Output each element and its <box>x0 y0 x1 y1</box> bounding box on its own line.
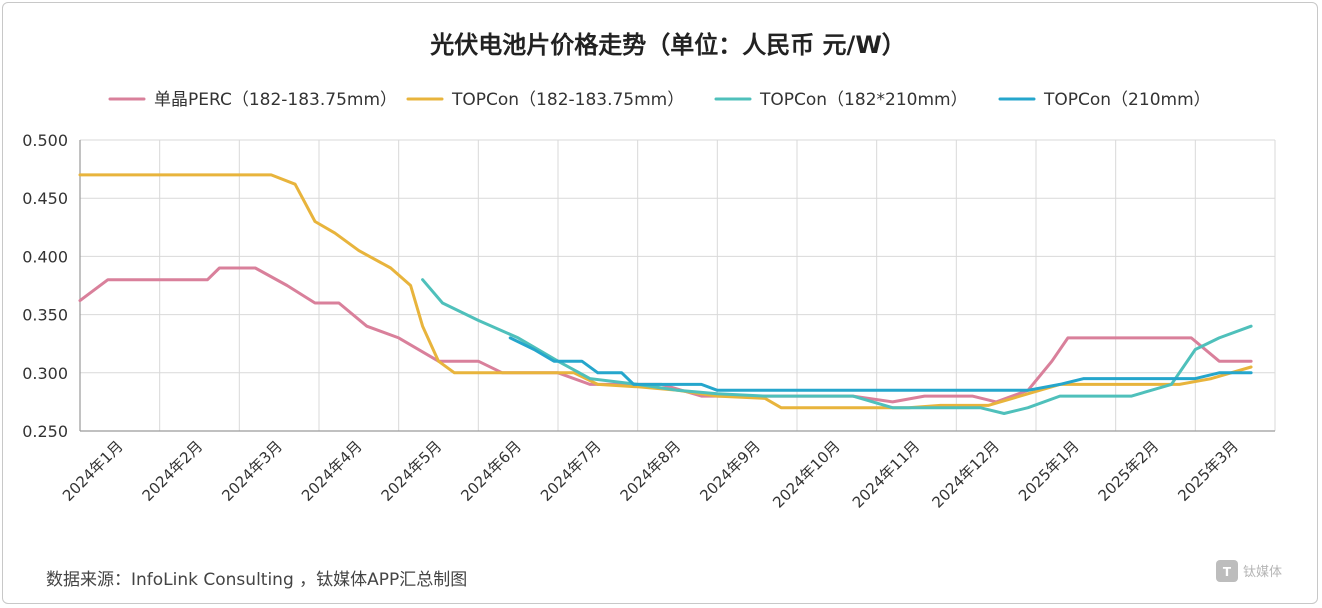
x-tick-label: 2024年12月 <box>929 437 1003 511</box>
x-tick-label: 2024年1月 <box>59 437 127 505</box>
chart-title: 光伏电池片价格走势（单位：人民币 元/W） <box>429 31 906 59</box>
y-axis: 0.500 0.450 0.400 0.350 0.300 0.250 <box>22 131 81 441</box>
legend: 单晶PERC（182-183.75mm） TOPCon（182-183.75mm）… <box>108 90 1211 110</box>
y-tick-label: 0.500 <box>22 131 68 150</box>
y-tick-label: 0.450 <box>22 189 68 208</box>
y-tick-label: 0.400 <box>22 247 68 266</box>
legend-label: TOPCon（182*210mm） <box>759 90 968 110</box>
grid-lines <box>80 139 1276 432</box>
svg-text:T: T <box>1223 565 1232 579</box>
legend-label: TOPCon（182-183.75mm） <box>451 90 684 110</box>
x-tick-label: 2024年4月 <box>298 437 366 505</box>
series-line-3 <box>421 278 1253 415</box>
series-line-2 <box>78 173 1253 410</box>
y-tick-label: 0.350 <box>22 306 68 325</box>
x-tick-label: 2025年2月 <box>1095 437 1163 505</box>
x-tick-label: 2024年9月 <box>696 437 764 505</box>
watermark-logo: T 钛媒体 <box>1216 560 1282 582</box>
x-tick-label: 2024年3月 <box>218 437 286 505</box>
x-tick-label: 2025年1月 <box>1015 437 1083 505</box>
legend-label: 单晶PERC（182-183.75mm） <box>154 90 397 110</box>
x-axis: 2024年1月 2024年2月 2024年3月 2024年4月 2024年5月 2024年… <box>59 430 1275 512</box>
y-tick-label: 0.250 <box>22 422 68 441</box>
x-tick-label: 2024年11月 <box>849 437 923 511</box>
y-tick-label: 0.300 <box>22 364 68 383</box>
x-tick-label: 2024年2月 <box>139 437 207 505</box>
x-tick-label: 2024年7月 <box>537 437 605 505</box>
x-tick-label: 2024年10月 <box>769 437 843 511</box>
series-line-4 <box>508 336 1253 392</box>
watermark-logo-icon <box>1216 560 1238 582</box>
source-note: 数据来源：InfoLink Consulting ，钛媒体APP汇总制图 <box>46 570 467 590</box>
x-tick-label: 2024年6月 <box>457 437 525 505</box>
legend-label: TOPCon（210mm） <box>1043 90 1211 110</box>
watermark-text: 钛媒体 <box>1243 565 1282 580</box>
x-tick-label: 2024年5月 <box>378 437 446 505</box>
plot-area <box>78 173 1253 415</box>
x-tick-label: 2024年8月 <box>617 437 685 505</box>
x-tick-label: 2025年3月 <box>1174 437 1242 505</box>
